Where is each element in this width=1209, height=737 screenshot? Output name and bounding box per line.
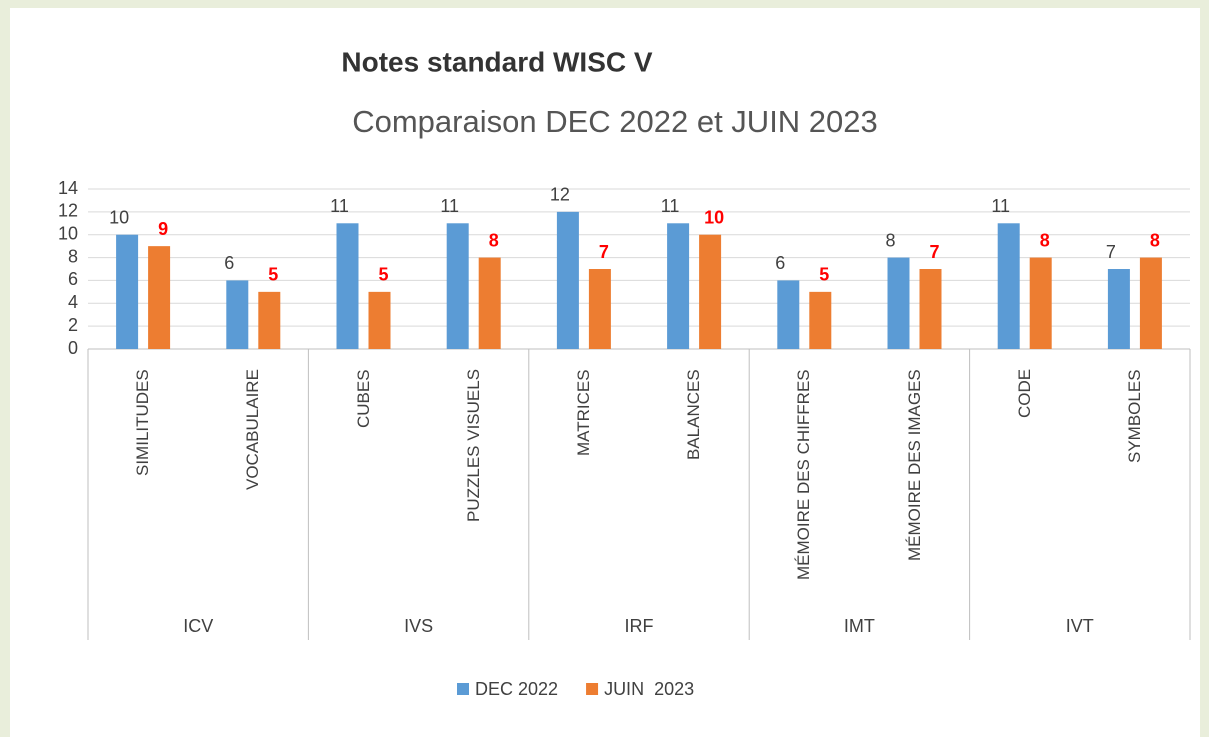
bar (588, 269, 611, 349)
x-tick-label: PUZZLES VISUELS (463, 369, 483, 523)
data-label: 11 (661, 196, 680, 216)
y-tick-label: 4 (68, 292, 78, 312)
chart-title: Notes standard WISC V (341, 46, 652, 77)
bar (997, 223, 1020, 349)
x-tick-label: MÉMOIRE DES IMAGES (904, 369, 924, 561)
bar (446, 223, 469, 349)
data-label: 8 (1040, 230, 1050, 250)
bar (226, 280, 249, 349)
bar (336, 223, 359, 349)
bar (148, 246, 171, 349)
bar (809, 291, 832, 349)
group-label: IVS (404, 616, 433, 636)
chart: Notes standard WISC V Comparaison DEC 20… (58, 46, 1191, 699)
bar (777, 280, 800, 349)
x-tick-label: SYMBOLES (1124, 369, 1144, 463)
x-tick-label: CUBES (353, 369, 373, 428)
x-tick-label: CODE (1014, 369, 1034, 419)
data-label: 6 (224, 253, 234, 273)
data-label: 6 (775, 253, 785, 273)
bar (667, 223, 690, 349)
bar (1107, 269, 1130, 349)
data-label: 10 (704, 207, 724, 227)
bar (116, 234, 139, 349)
bar (887, 257, 910, 349)
data-label: 7 (1106, 242, 1116, 262)
legend-label: DEC 2022 (475, 679, 558, 699)
data-label: 5 (819, 265, 829, 285)
bar (258, 291, 281, 349)
bar (919, 269, 942, 349)
x-tick-label: MÉMOIRE DES CHIFFRES (794, 369, 814, 580)
data-label: 11 (440, 196, 459, 216)
x-tick-label: MATRICES (573, 369, 593, 456)
data-label: 11 (330, 196, 349, 216)
legend-label: JUIN 2023 (604, 679, 694, 699)
y-tick-label: 14 (58, 178, 78, 198)
chart-subtitle: Comparaison DEC 2022 et JUIN 2023 (352, 104, 878, 139)
legend-swatch (586, 683, 599, 695)
data-label: 8 (885, 230, 895, 250)
data-label: 8 (1150, 230, 1160, 250)
data-label: 7 (599, 242, 609, 262)
group-label: IVT (1066, 616, 1094, 636)
y-tick-label: 10 (58, 223, 78, 243)
bar (1029, 257, 1052, 349)
chart-panel: Notes standard WISC V Comparaison DEC 20… (10, 8, 1200, 737)
data-label: 9 (158, 219, 168, 239)
bar (699, 234, 722, 349)
bar (1139, 257, 1162, 349)
y-tick-label: 2 (68, 315, 78, 335)
data-label: 12 (550, 185, 570, 205)
y-tick-label: 0 (68, 338, 78, 358)
y-tick-label: 12 (58, 201, 78, 221)
data-label: 8 (489, 230, 499, 250)
data-label: 5 (378, 265, 388, 285)
group-label: IRF (625, 616, 654, 636)
group-label: IMT (844, 616, 875, 636)
bar (556, 211, 579, 349)
data-label: 7 (929, 242, 939, 262)
data-label: 11 (991, 196, 1010, 216)
y-tick-label: 6 (68, 269, 78, 289)
y-tick-label: 8 (68, 246, 78, 266)
data-label: 10 (109, 207, 129, 227)
legend-swatch (457, 683, 469, 695)
x-tick-label: VOCABULAIRE (243, 369, 263, 490)
bar (368, 291, 391, 349)
x-tick-label: SIMILITUDES (133, 369, 153, 476)
data-label: 5 (268, 265, 278, 285)
x-tick-label: BALANCES (684, 369, 704, 460)
bar (478, 257, 501, 349)
group-label: ICV (183, 616, 213, 636)
